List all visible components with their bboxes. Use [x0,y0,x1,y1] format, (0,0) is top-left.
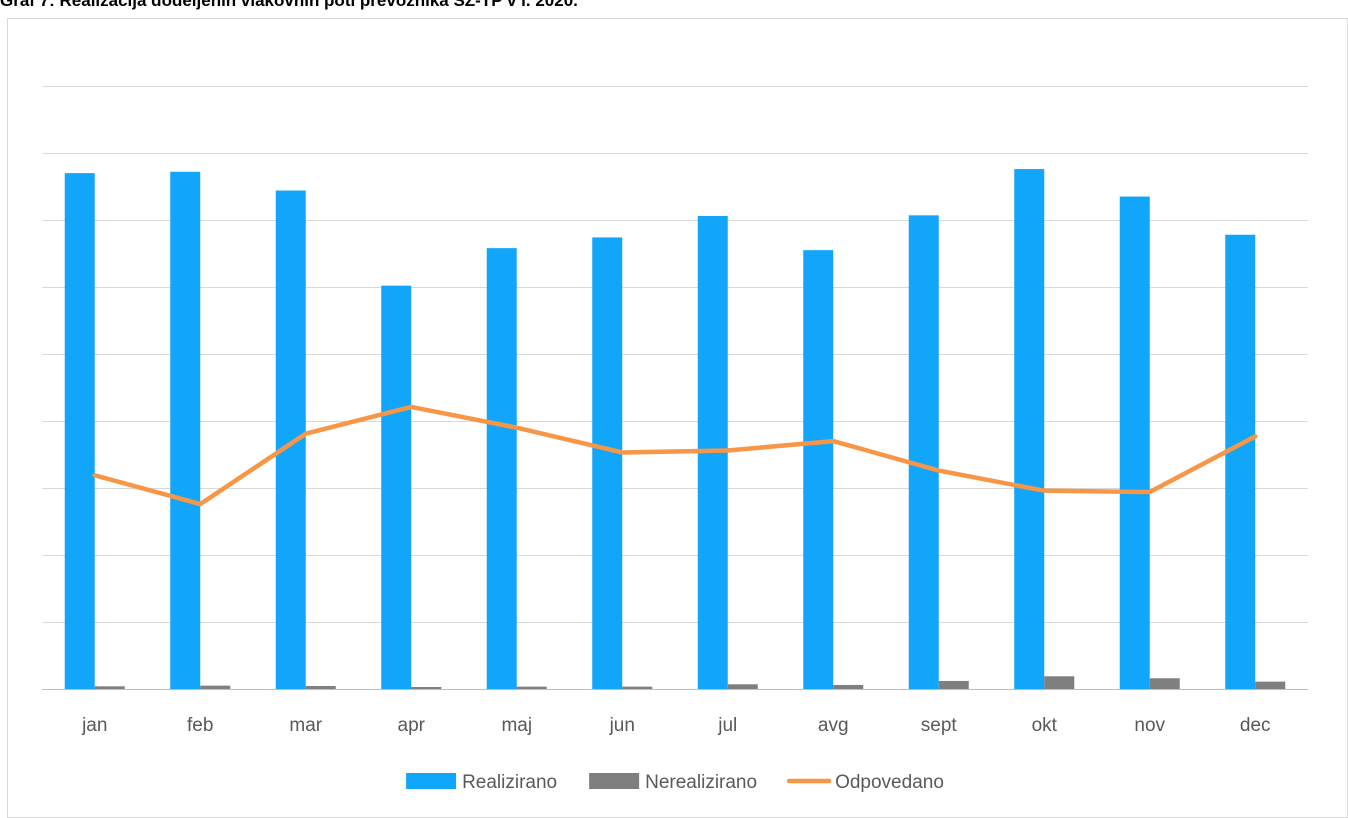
bar-realizirano-sept [908,215,939,689]
x-tick-label-jul: jul [717,715,737,736]
bar-realizirano-okt [1014,169,1045,689]
legend-nerealizirano-label: Nerealizirano [645,772,757,793]
bar-realizirano-maj [486,248,517,689]
bar-realizirano-apr [381,285,412,689]
x-tick-label-dec: dec [1240,715,1271,736]
bar-nerealizirano-feb [200,685,231,689]
bar-realizirano-jun [592,237,623,690]
bar-realizirano-nov [1119,196,1150,690]
legend-realizirano-label: Realizirano [462,772,557,793]
x-tick-label-okt: okt [1032,715,1058,736]
bar-realizirano-mar [275,190,306,689]
bar-realizirano-jan [64,173,95,690]
bar-nerealizirano-jun [622,686,653,689]
bar-nerealizirano-jul [727,684,758,689]
bar-realizirano-avg [803,250,834,689]
bar-nerealizirano-dec [1255,681,1286,689]
x-tick-label-sept: sept [921,715,958,736]
x-tick-label-jan: jan [81,715,107,736]
bar-nerealizirano-sept [938,680,969,689]
legend-nerealizirano-swatch [589,773,640,789]
bar-realizirano-feb [170,171,201,689]
line-odpovedano [92,404,1258,507]
bar-nerealizirano-mar [305,685,336,689]
x-tick-label-feb: feb [187,715,213,736]
x-tick-label-mar: mar [289,715,322,736]
x-tick-label-maj: maj [501,715,532,736]
bar-nerealizirano-okt [1044,676,1075,689]
bar-nerealizirano-apr [411,686,442,689]
x-tick-label-jun: jun [609,715,635,736]
bar-nerealizirano-nov [1149,678,1180,689]
x-tick-label-nov: nov [1134,715,1165,736]
x-tick-label-avg: avg [818,715,849,736]
bar-nerealizirano-jan [94,686,125,689]
bar-nerealizirano-avg [833,684,864,689]
x-tick-label-apr: apr [398,715,426,736]
bar-realizirano-dec [1225,234,1256,690]
legend-realizirano-swatch [406,773,457,789]
legend-odpovedano-label: Odpovedano [835,772,944,793]
bar-nerealizirano-maj [516,686,547,689]
page-title: Graf 7: Realizacija dodeljenih vlakovnih… [0,0,578,10]
